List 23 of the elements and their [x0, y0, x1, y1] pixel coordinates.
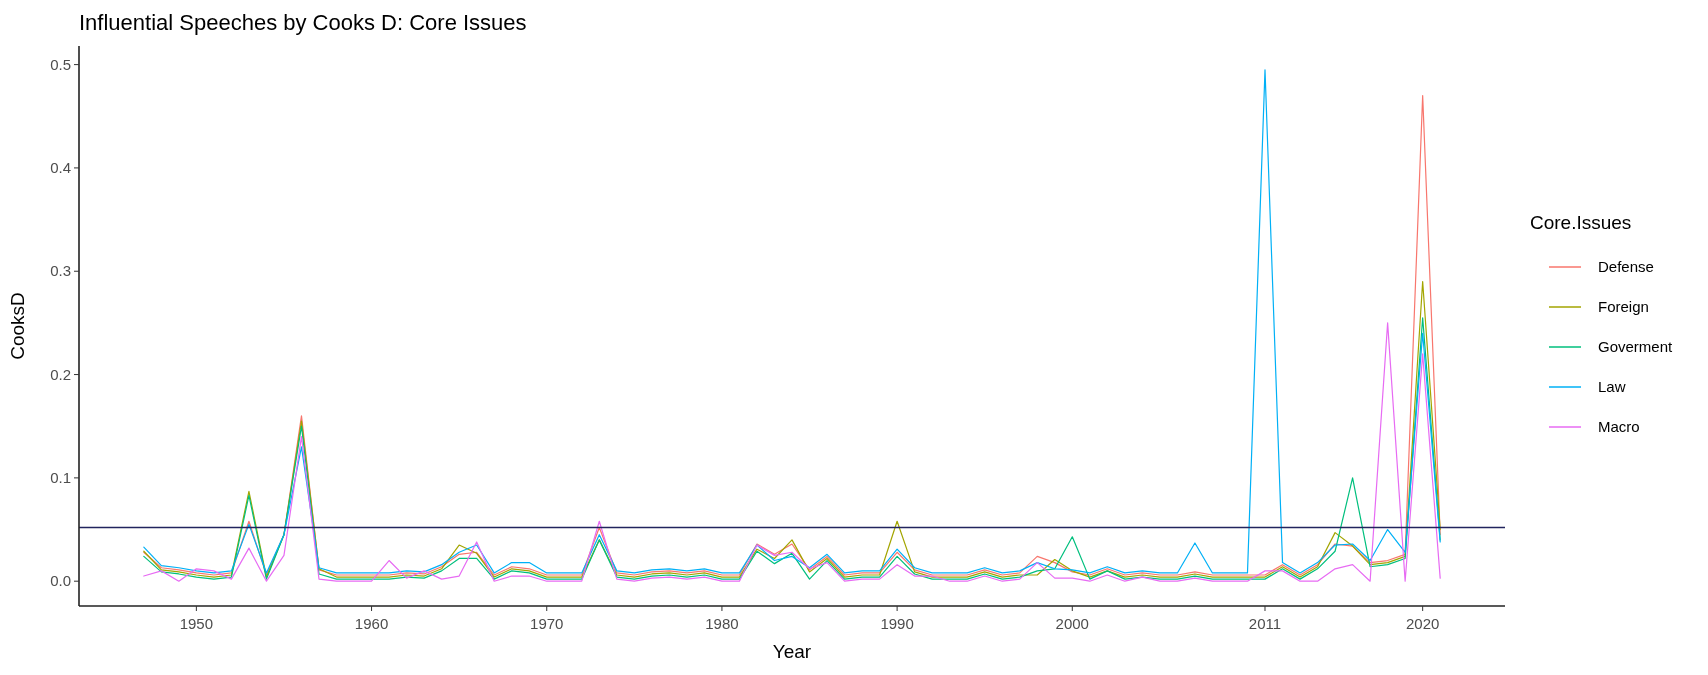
y-tick-label: 0.5 — [50, 55, 71, 73]
y-tick-label: 0.0 — [50, 572, 71, 590]
y-tick-label: 0.1 — [50, 468, 71, 486]
y-axis-title: CooksD — [7, 292, 28, 360]
y-tick-label: 0.3 — [50, 262, 71, 280]
y-tick-label: 0.2 — [50, 365, 71, 383]
x-tick-label: 1990 — [880, 615, 914, 632]
legend-label: Law — [1598, 378, 1626, 395]
legend-label: Defense — [1598, 258, 1654, 275]
x-tick-label: 2020 — [1405, 615, 1440, 632]
chart-title: Influential Speeches by Cooks D: Core Issues — [79, 10, 527, 35]
legend-label: Goverment — [1598, 338, 1674, 355]
x-tick-label: 2000 — [1055, 615, 1089, 632]
legend-title: Core.Issues — [1530, 212, 1632, 233]
legend-label: Foreign — [1598, 298, 1649, 315]
x-tick-label: 2011 — [1248, 615, 1282, 632]
x-tick-label: 1950 — [179, 615, 214, 632]
legend-label: Macro — [1598, 418, 1640, 435]
x-axis-title: Year — [772, 641, 812, 662]
y-tick-label: 0.4 — [50, 158, 71, 176]
x-tick-label: 1980 — [705, 615, 739, 632]
x-tick-label: 1970 — [530, 615, 564, 632]
x-tick-label: 1960 — [354, 615, 389, 632]
